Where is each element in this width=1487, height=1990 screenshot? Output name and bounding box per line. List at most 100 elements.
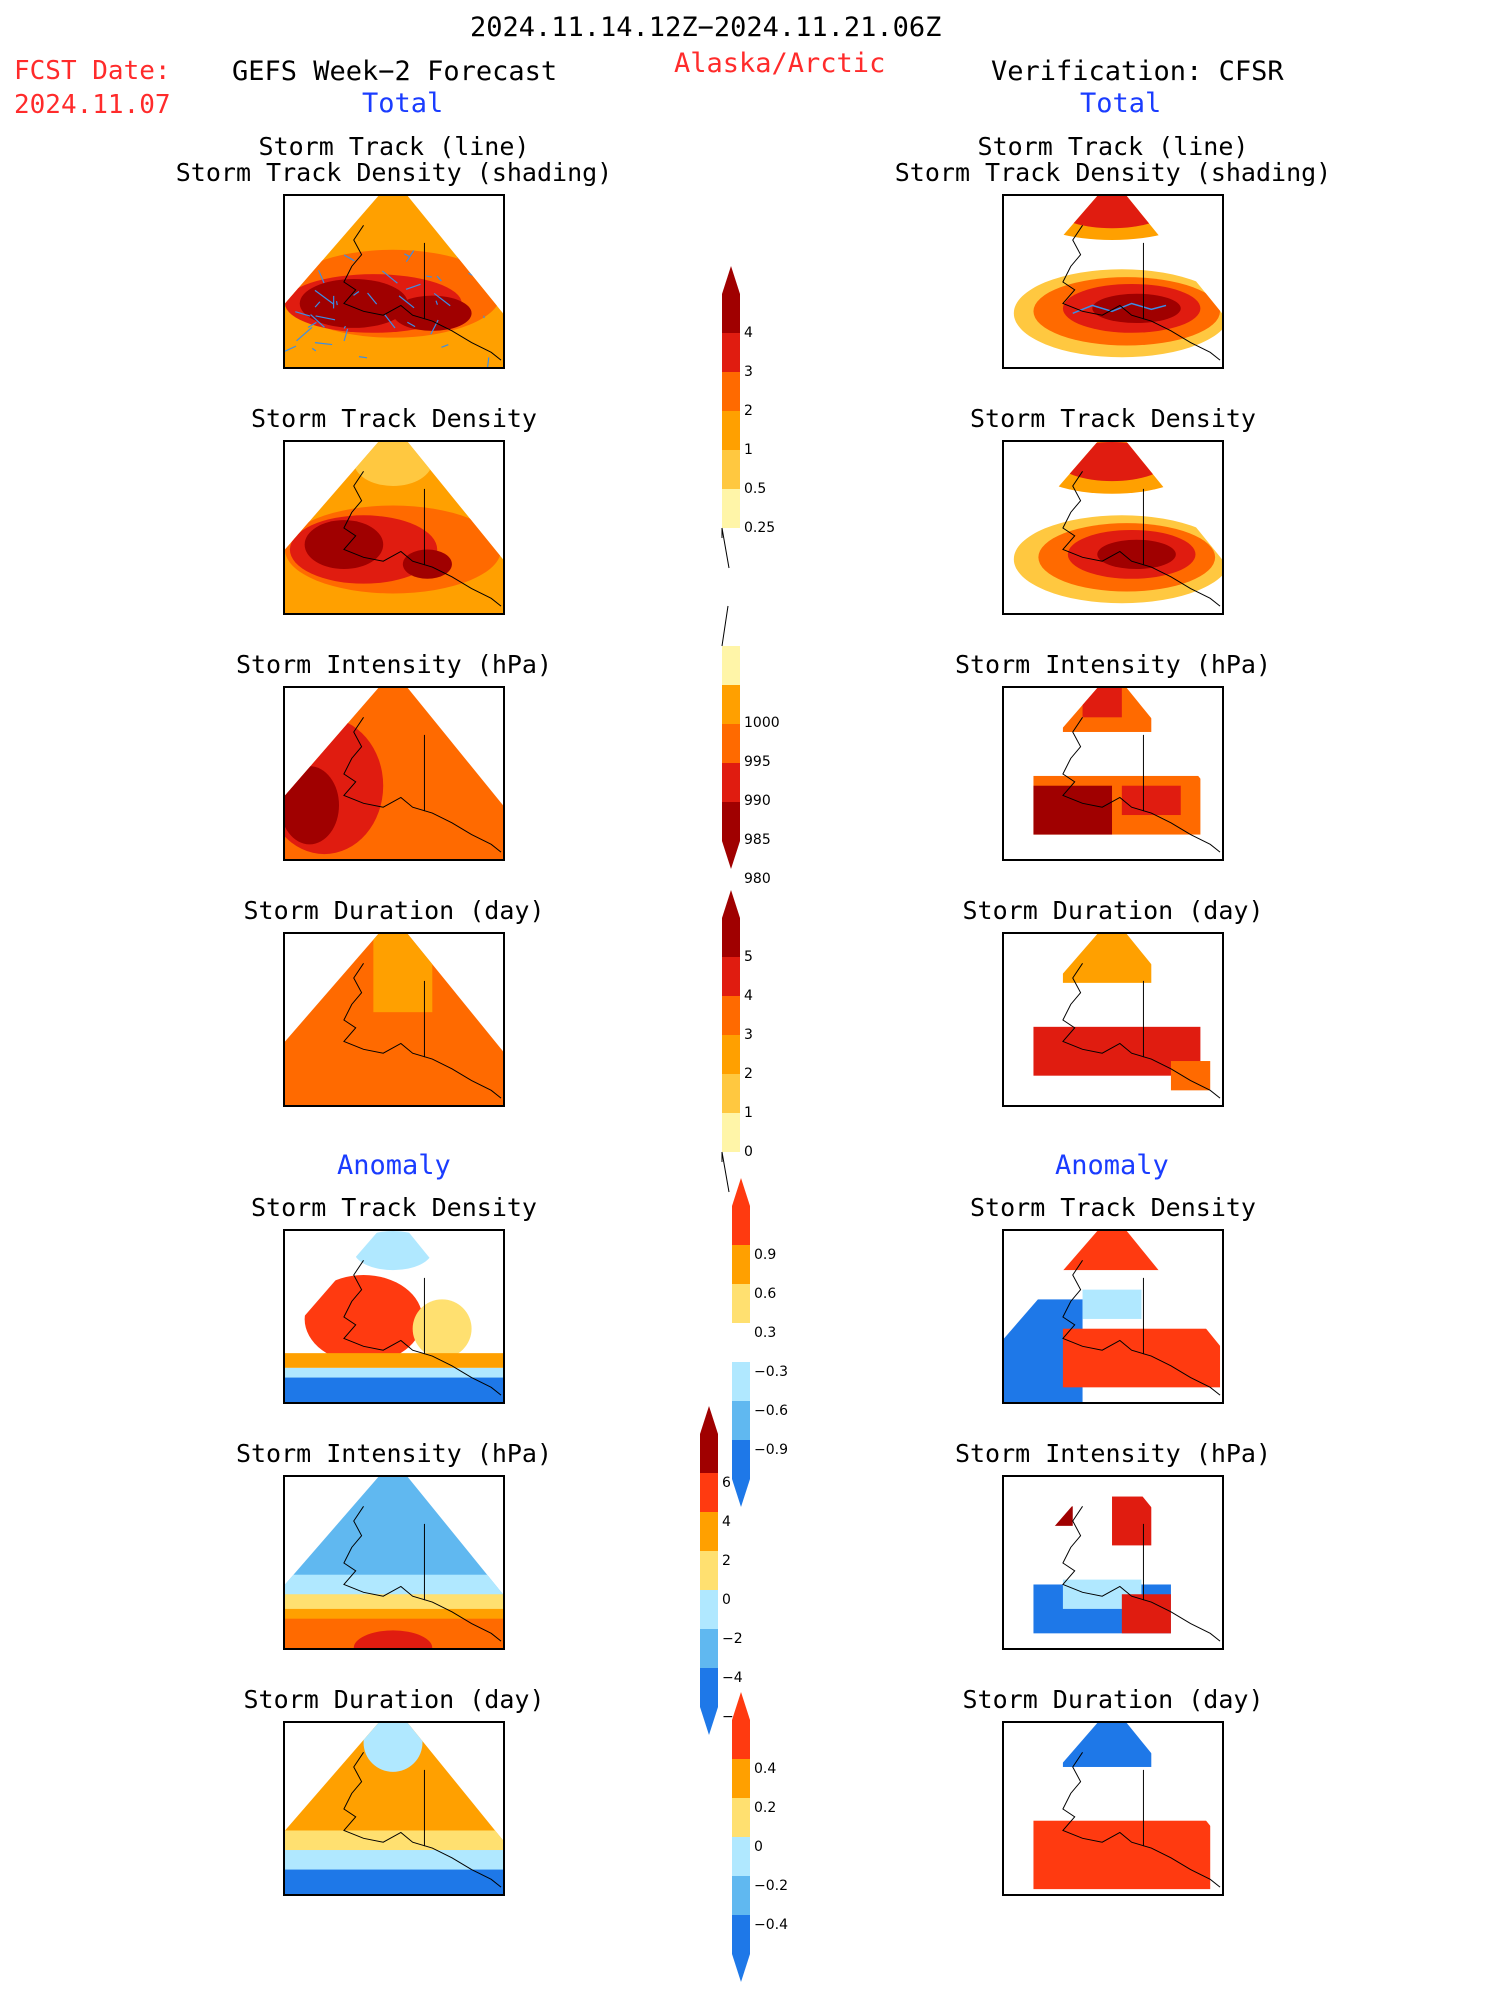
colorbar-swatch [722,489,740,528]
right-title-density-anom: Storm Track Density [853,1195,1373,1220]
map-right-duration [1002,932,1224,1107]
colorbar-swatch [722,1035,740,1074]
map-left-intensity [283,686,505,861]
colorbar-tick-label: −4 [722,1670,743,1686]
colorbar-swatch [722,802,740,841]
fcst-date-label: FCST Date: [14,58,171,84]
colorbar-intensity: 1000995990985980 [722,646,802,877]
map-right-density [1002,440,1224,615]
colorbar-swatch [732,1284,750,1323]
forecast-period: 2024.11.14.12Z−2024.11.21.06Z [470,14,941,41]
colorbar-swatch [722,333,740,372]
colorbar-swatch [722,646,740,685]
colorbar-swatch [722,685,740,724]
left-anomaly-label: Anomaly [337,1152,451,1179]
map-left-density-anom [283,1229,505,1404]
right-title: Verification: CFSR [991,58,1284,85]
colorbar-tick-label: 3 [744,364,753,380]
colorbar-tick-label: −2 [722,1631,743,1647]
colorbar-swatch [722,957,740,996]
colorbar-swatch [732,1798,750,1837]
colorbar-tick-label: 990 [744,793,771,809]
right-title-density: Storm Track Density [853,406,1373,431]
colorbar-tick-label: 980 [744,871,771,887]
colorbar-swatch [722,372,740,411]
colorbar-swatch [732,1759,750,1798]
colorbar-tick-label: 4 [744,325,753,341]
right-anomaly-label: Anomaly [1055,1152,1169,1179]
right-title-duration: Storm Duration (day) [853,898,1373,923]
duration_anom-colorbar-graphic [732,1692,812,1986]
colorbar-swatch [732,1915,750,1954]
colorbar-tick-label: 2 [722,1553,731,1569]
colorbar-tick-label: 0 [744,1144,753,1160]
colorbar-swatch [700,1434,718,1473]
colorbar-tick-label: 1 [744,442,753,458]
fcst-date: 2024.11.07 [14,92,171,118]
colorbar-tick-label: 0.4 [754,1761,776,1777]
region-label: Alaska/Arctic [674,50,885,77]
colorbar-swatch [732,1837,750,1876]
map-left-track [283,194,505,369]
colorbar-swatch [722,763,740,802]
map-right-duration-anom [1002,1721,1224,1896]
colorbar-swatch [700,1473,718,1512]
colorbar-tick-label: −0.3 [754,1364,788,1380]
map-right-intensity-anom [1002,1475,1224,1650]
colorbar-swatch [722,411,740,450]
colorbar-tick-label: 0 [754,1839,763,1855]
colorbar-swatch [700,1512,718,1551]
colorbar-tick-label: −0.4 [754,1917,788,1933]
left-title-track-line: Storm Track (line) [134,134,654,159]
colorbar-tick-label: 0.3 [754,1325,776,1341]
colorbar-swatch [700,1668,718,1707]
colorbar-tick-label: 0.25 [744,520,775,536]
map-right-density-anom [1002,1229,1224,1404]
colorbar-swatch [722,1113,740,1152]
colorbar-tick-label: 995 [744,754,771,770]
left-title-track-shading: Storm Track Density (shading) [134,160,654,185]
colorbar-tick-label: 4 [722,1514,731,1530]
colorbar-tick-label: 1 [744,1105,753,1121]
left-title-intensity: Storm Intensity (hPa) [134,652,654,677]
colorbar-tick-label: 0.5 [744,481,766,497]
colorbar-swatch [732,1720,750,1759]
colorbar-swatch [722,450,740,489]
colorbar-swatch [722,918,740,957]
colorbar-swatch [722,1074,740,1113]
colorbar-swatch [700,1551,718,1590]
colorbar-tick-label: 0 [722,1592,731,1608]
colorbar-tick-label: 985 [744,832,771,848]
right-title-duration-anom: Storm Duration (day) [853,1687,1373,1712]
map-left-intensity-anom [283,1475,505,1650]
colorbar-tick-label: 4 [744,988,753,1004]
left-title-density-anom: Storm Track Density [134,1195,654,1220]
colorbar-swatch [732,1245,750,1284]
left-title-intensity-anom: Storm Intensity (hPa) [134,1441,654,1466]
colorbar-tick-label: 2 [744,403,753,419]
colorbar-swatch [732,1362,750,1401]
colorbar-swatch [732,1206,750,1245]
colorbar-tick-label: 5 [744,949,753,965]
map-left-duration [283,932,505,1107]
colorbar-swatch [722,724,740,763]
colorbar-tick-label: 0.9 [754,1247,776,1263]
colorbar-swatch [722,996,740,1035]
colorbar-tick-label: 6 [722,1475,731,1491]
colorbar-tick-label: −0.2 [754,1878,788,1894]
colorbar-tick-label: 1000 [744,715,780,731]
right-title-track-shading: Storm Track Density (shading) [853,160,1373,185]
right-title-track-line: Storm Track (line) [853,134,1373,159]
right-title-intensity: Storm Intensity (hPa) [853,652,1373,677]
left-total-label: Total [362,90,443,117]
colorbar-swatch [732,1323,750,1362]
map-left-duration-anom [283,1721,505,1896]
left-title: GEFS Week−2 Forecast [232,58,557,85]
colorbar-tick-label: 0.2 [754,1800,776,1816]
colorbar-tick-label: 3 [744,1027,753,1043]
colorbar-swatch [700,1629,718,1668]
map-left-density [283,440,505,615]
colorbar-tick-label: 2 [744,1066,753,1082]
colorbar-density: 4 3 2 1 0.5 0.25 [722,266,802,536]
colorbar-tick-label: 0.6 [754,1286,776,1302]
